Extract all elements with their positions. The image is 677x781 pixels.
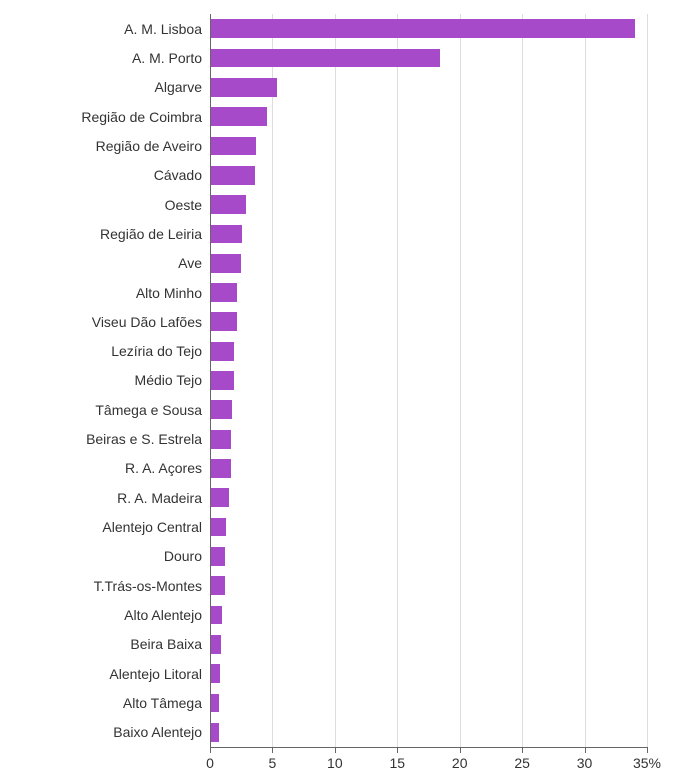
bar-row: Oeste [210,195,647,214]
bar [210,694,219,713]
bar-row: Baixo Alentejo [210,723,647,742]
category-label: Alto Alentejo [124,607,210,623]
bar [210,488,229,507]
bar [210,342,234,361]
bar [210,166,255,185]
chart-container: 05101520253035%A. M. LisboaA. M. PortoAl… [0,0,677,781]
bar-row: Região de Coimbra [210,107,647,126]
bar-row: A. M. Porto [210,49,647,68]
bar-row: Algarve [210,78,647,97]
x-tick-label: 30 [577,747,593,771]
x-tick-label: 10 [327,747,343,771]
x-axis-line [210,747,647,748]
bar-row: Alentejo Central [210,518,647,537]
bar-row: Alto Alentejo [210,606,647,625]
bar [210,547,225,566]
x-tick-label: 35% [633,747,661,771]
bar-row: Beiras e S. Estrela [210,430,647,449]
bar-row: Beira Baixa [210,635,647,654]
bar-row: Tâmega e Sousa [210,400,647,419]
bar-row: Viseu Dão Lafões [210,312,647,331]
bar [210,430,231,449]
bar-row: A. M. Lisboa [210,19,647,38]
category-label: Beiras e S. Estrela [86,431,210,447]
bar [210,254,241,273]
bar [210,225,242,244]
category-label: Médio Tejo [135,372,210,388]
bar-row: Cávado [210,166,647,185]
bar [210,371,234,390]
category-label: Beira Baixa [130,636,210,652]
category-label: Alentejo Litoral [109,666,210,682]
gridline [647,14,648,747]
y-axis-line [210,14,211,747]
bar-row: Alto Minho [210,283,647,302]
category-label: T.Trás-os-Montes [94,578,210,594]
bar [210,459,231,478]
x-tick-label: 25 [514,747,530,771]
bar [210,518,226,537]
bar [210,137,256,156]
category-label: A. M. Lisboa [124,21,210,37]
category-label: R. A. Açores [125,460,210,476]
category-label: Algarve [155,79,210,95]
bar-row: Ave [210,254,647,273]
bar-row: Lezíria do Tejo [210,342,647,361]
x-tick-label: 15 [389,747,405,771]
plot-area: 05101520253035%A. M. LisboaA. M. PortoAl… [210,14,647,747]
category-label: R. A. Madeira [117,490,210,506]
bar-row: T.Trás-os-Montes [210,576,647,595]
category-label: Cávado [154,167,210,183]
bar [210,664,220,683]
category-label: Alto Minho [136,285,210,301]
category-label: Ave [178,255,210,271]
bar-row: Região de Leiria [210,225,647,244]
category-label: Douro [164,548,210,564]
bar [210,312,237,331]
bar [210,576,225,595]
bar [210,49,440,68]
bar-row: R. A. Madeira [210,488,647,507]
bar [210,606,222,625]
category-label: Baixo Alentejo [113,724,210,740]
category-label: Tâmega e Sousa [95,402,210,418]
category-label: Oeste [165,197,210,213]
category-label: Região de Leiria [100,226,210,242]
bar [210,107,267,126]
bar-row: Alentejo Litoral [210,664,647,683]
category-label: Alentejo Central [102,519,210,535]
bar [210,400,232,419]
x-tick-label: 5 [269,747,277,771]
bar-row: Médio Tejo [210,371,647,390]
category-label: Região de Aveiro [96,138,210,154]
bar [210,283,237,302]
category-label: Lezíria do Tejo [111,343,210,359]
category-label: A. M. Porto [132,50,210,66]
bar [210,78,277,97]
bar-row: Douro [210,547,647,566]
x-tick-label: 20 [452,747,468,771]
bar [210,19,635,38]
x-tick-label: 0 [206,747,214,771]
category-label: Região de Coimbra [81,109,210,125]
bar [210,195,246,214]
category-label: Viseu Dão Lafões [92,314,210,330]
category-label: Alto Tâmega [123,695,210,711]
bar-row: Região de Aveiro [210,137,647,156]
bar [210,723,219,742]
bar-row: Alto Tâmega [210,694,647,713]
bar [210,635,221,654]
bar-row: R. A. Açores [210,459,647,478]
